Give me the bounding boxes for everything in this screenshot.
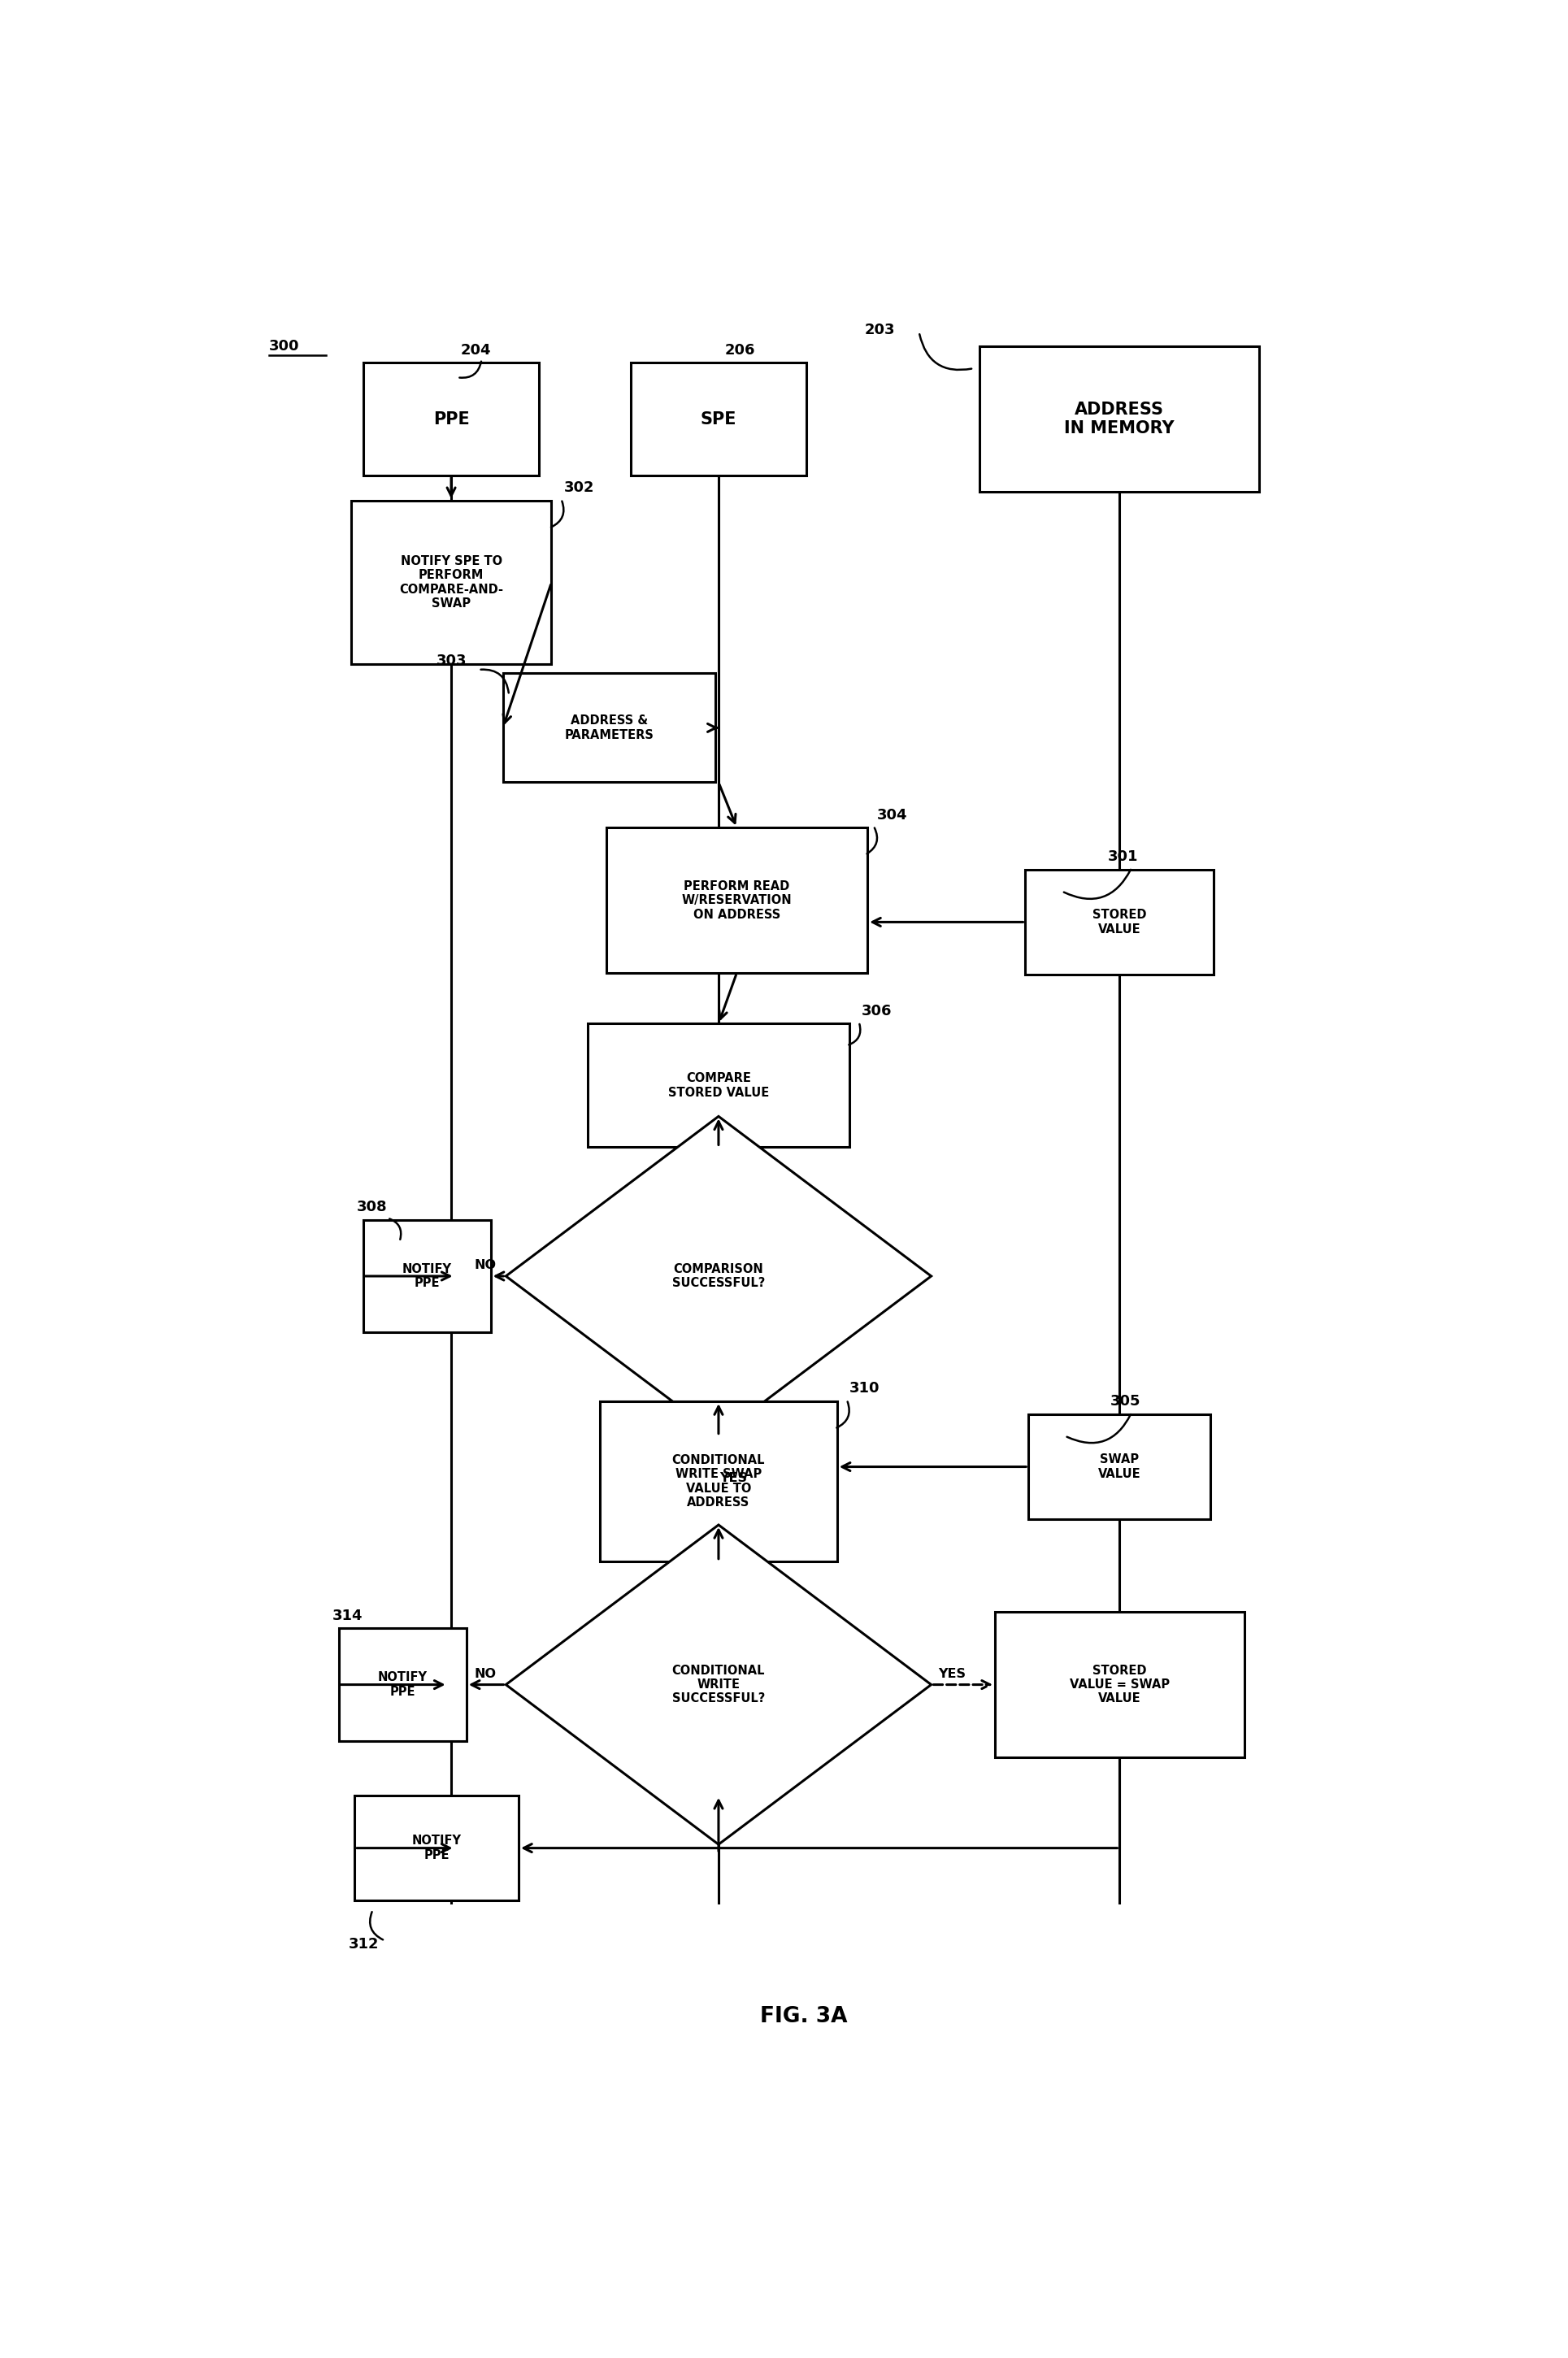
- FancyBboxPatch shape: [1025, 870, 1214, 974]
- Text: 300: 300: [270, 340, 299, 354]
- Text: 310: 310: [850, 1382, 880, 1396]
- Text: COMPARISON
SUCCESSFUL?: COMPARISON SUCCESSFUL?: [673, 1264, 765, 1290]
- FancyBboxPatch shape: [503, 674, 715, 783]
- Text: ADDRESS
IN MEMORY: ADDRESS IN MEMORY: [1065, 401, 1174, 436]
- Text: 304: 304: [877, 806, 908, 823]
- FancyBboxPatch shape: [1029, 1415, 1210, 1519]
- Text: COMPARE
STORED VALUE: COMPARE STORED VALUE: [668, 1073, 768, 1099]
- Text: 204: 204: [461, 342, 491, 358]
- Text: 308: 308: [358, 1200, 387, 1214]
- Text: NOTIFY
PPE: NOTIFY PPE: [412, 1835, 461, 1860]
- Text: CONDITIONAL
WRITE SWAP
VALUE TO
ADDRESS: CONDITIONAL WRITE SWAP VALUE TO ADDRESS: [673, 1455, 765, 1509]
- Text: 305: 305: [1110, 1394, 1140, 1408]
- FancyBboxPatch shape: [351, 500, 552, 665]
- Text: NO: NO: [474, 1667, 495, 1679]
- Text: YES: YES: [720, 1471, 746, 1486]
- Text: NOTIFY
PPE: NOTIFY PPE: [401, 1264, 452, 1290]
- Text: PPE: PPE: [433, 410, 469, 427]
- Text: 306: 306: [861, 1005, 892, 1019]
- Text: NO: NO: [474, 1259, 495, 1271]
- FancyBboxPatch shape: [339, 1629, 466, 1740]
- Text: SPE: SPE: [701, 410, 737, 427]
- Text: NOTIFY SPE TO
PERFORM
COMPARE-AND-
SWAP: NOTIFY SPE TO PERFORM COMPARE-AND- SWAP: [400, 554, 503, 611]
- FancyBboxPatch shape: [354, 1794, 519, 1901]
- FancyBboxPatch shape: [980, 347, 1259, 493]
- FancyBboxPatch shape: [588, 1023, 850, 1148]
- Text: ADDRESS &
PARAMETERS: ADDRESS & PARAMETERS: [564, 714, 654, 740]
- Text: 302: 302: [563, 481, 594, 495]
- FancyBboxPatch shape: [364, 1219, 491, 1332]
- Text: 312: 312: [348, 1936, 379, 1952]
- Text: 314: 314: [332, 1608, 364, 1622]
- Text: 206: 206: [724, 342, 756, 358]
- Text: 303: 303: [436, 653, 467, 667]
- Text: FIG. 3A: FIG. 3A: [760, 2007, 847, 2028]
- FancyBboxPatch shape: [601, 1401, 837, 1561]
- Text: CONDITIONAL
WRITE
SUCCESSFUL?: CONDITIONAL WRITE SUCCESSFUL?: [673, 1665, 765, 1705]
- FancyBboxPatch shape: [607, 828, 867, 974]
- Text: STORED
VALUE = SWAP
VALUE: STORED VALUE = SWAP VALUE: [1069, 1665, 1170, 1705]
- Polygon shape: [506, 1526, 931, 1844]
- Text: 203: 203: [864, 323, 895, 337]
- Polygon shape: [506, 1115, 931, 1436]
- FancyBboxPatch shape: [630, 363, 806, 476]
- Text: PERFORM READ
W/RESERVATION
ON ADDRESS: PERFORM READ W/RESERVATION ON ADDRESS: [682, 880, 792, 920]
- FancyBboxPatch shape: [996, 1613, 1243, 1757]
- Text: 301: 301: [1107, 849, 1138, 863]
- Text: YES: YES: [939, 1667, 966, 1679]
- Text: SWAP
VALUE: SWAP VALUE: [1098, 1453, 1142, 1481]
- FancyBboxPatch shape: [364, 363, 539, 476]
- Text: STORED
VALUE: STORED VALUE: [1093, 908, 1146, 936]
- Text: NOTIFY
PPE: NOTIFY PPE: [378, 1672, 428, 1698]
